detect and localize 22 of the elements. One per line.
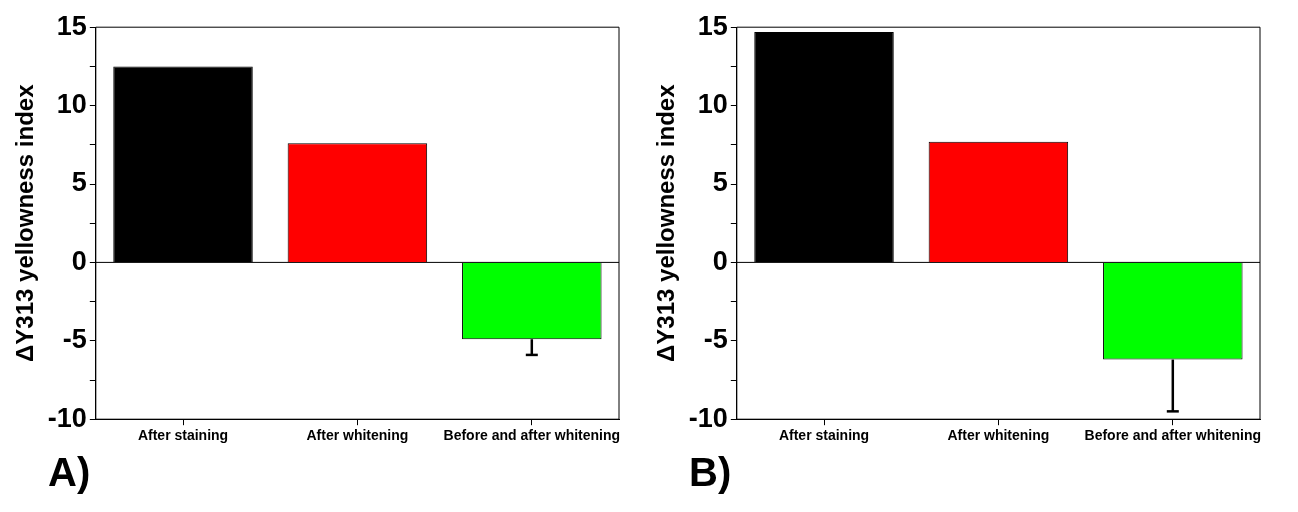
y-tick-label: -5	[703, 324, 728, 355]
x-tick-label: Before and after whitening	[1084, 427, 1262, 444]
y-tick-label: 0	[71, 245, 87, 276]
y-tick-label: 10	[56, 89, 87, 120]
y-tick-label: 15	[697, 10, 728, 41]
y-axis-title: ΔY313 yellowness index	[652, 83, 680, 362]
y-tick-label: 5	[712, 167, 728, 198]
text: B)	[689, 449, 733, 496]
y-tick-label: -10	[688, 402, 728, 433]
x-tick-label: Before and after whitening	[443, 427, 621, 444]
x-tick-label: After whitening	[947, 427, 1050, 444]
y-axis-title: ΔY313 yellowness index	[11, 83, 39, 362]
text: A)	[48, 449, 92, 496]
y-tick-label: 15	[56, 10, 87, 41]
y-tick-label: 0	[712, 245, 728, 276]
y-tick-label: -5	[62, 324, 87, 355]
y-tick-label: 10	[697, 89, 728, 120]
x-tick-label: After staining	[137, 427, 229, 444]
y-tick-label: 5	[71, 167, 87, 198]
x-tick-label: After staining	[778, 427, 870, 444]
y-tick-label: -10	[47, 402, 87, 433]
x-tick-label: After whitening	[306, 427, 409, 444]
